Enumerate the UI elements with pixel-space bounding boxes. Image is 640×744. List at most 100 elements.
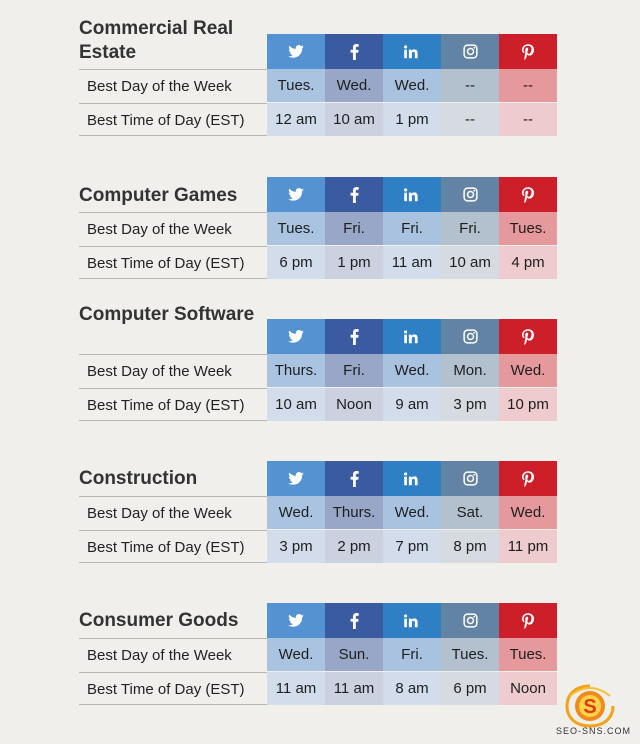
linkedin-icon — [404, 187, 418, 201]
time-cell-twitter: 6 pm — [267, 246, 325, 279]
row-label-best-time: Best Time of Day (EST) — [79, 388, 267, 421]
time-cell-instagram: 8 pm — [441, 530, 499, 563]
linkedin-icon — [404, 44, 418, 58]
time-cell-twitter: 11 am — [267, 672, 325, 705]
facebook-icon — [350, 186, 359, 203]
day-cell-twitter: Wed. — [267, 496, 325, 529]
linkedin-header — [383, 34, 441, 69]
day-cell-twitter: Tues. — [267, 69, 325, 102]
day-cell-instagram: Tues. — [441, 638, 499, 671]
row-label-best-day: Best Day of the Week — [79, 638, 267, 671]
time-cell-linkedin: 7 pm — [383, 530, 441, 563]
pinterest-header — [499, 177, 557, 212]
row-label-best-time: Best Time of Day (EST) — [79, 672, 267, 705]
svg-text:S: S — [583, 696, 596, 718]
section-title: Commercial Real Estate — [79, 18, 234, 63]
day-cell-instagram: -- — [441, 69, 499, 102]
row-label-best-time: Best Time of Day (EST) — [79, 246, 267, 279]
pinterest-header — [499, 319, 557, 354]
time-cell-linkedin: 8 am — [383, 672, 441, 705]
time-cell-twitter: 10 am — [267, 388, 325, 421]
twitter-icon — [288, 45, 304, 58]
linkedin-icon — [404, 613, 418, 627]
time-cell-instagram: 6 pm — [441, 672, 499, 705]
linkedin-icon — [404, 471, 418, 485]
linkedin-icon — [404, 329, 418, 343]
twitter-icon — [288, 614, 304, 627]
day-cell-facebook: Fri. — [325, 212, 383, 245]
pinterest-icon — [522, 612, 534, 629]
time-cell-pinterest: -- — [499, 103, 557, 136]
section-title: Computer Software — [79, 304, 255, 325]
time-cell-facebook: 11 am — [325, 672, 383, 705]
section-computer-software: Computer Software Best Day of the Week B… — [0, 304, 640, 423]
pinterest-icon — [522, 43, 534, 60]
day-cell-linkedin: Fri. — [383, 638, 441, 671]
twitter-header — [267, 603, 325, 638]
row-label-best-day: Best Day of the Week — [79, 69, 267, 102]
instagram-header — [441, 319, 499, 354]
day-cell-instagram: Fri. — [441, 212, 499, 245]
time-cell-instagram: 3 pm — [441, 388, 499, 421]
watermark-text: SEO-SNS.COM — [556, 726, 632, 736]
day-cell-pinterest: Tues. — [499, 638, 557, 671]
section-computer-games: Computer Games Best Day of the Week Best… — [0, 177, 640, 281]
day-cell-twitter: Thurs. — [267, 354, 325, 387]
linkedin-header — [383, 177, 441, 212]
facebook-icon — [350, 470, 359, 487]
pinterest-icon — [522, 186, 534, 203]
day-cell-linkedin: Wed. — [383, 354, 441, 387]
section-commercial-real-estate: Commercial Real Estate Best Day of the W… — [0, 18, 640, 138]
facebook-icon — [350, 43, 359, 60]
time-cell-facebook: Noon — [325, 388, 383, 421]
instagram-header — [441, 177, 499, 212]
linkedin-header — [383, 319, 441, 354]
twitter-icon — [288, 330, 304, 343]
facebook-header — [325, 603, 383, 638]
row-label-best-time: Best Time of Day (EST) — [79, 530, 267, 563]
linkedin-header — [383, 461, 441, 496]
time-cell-linkedin: 11 am — [383, 246, 441, 279]
instagram-header — [441, 461, 499, 496]
instagram-icon — [462, 44, 478, 59]
instagram-icon — [462, 329, 478, 344]
day-cell-linkedin: Wed. — [383, 496, 441, 529]
pinterest-icon — [522, 328, 534, 345]
instagram-icon — [462, 187, 478, 202]
instagram-header — [441, 34, 499, 69]
facebook-header — [325, 461, 383, 496]
time-cell-instagram: 10 am — [441, 246, 499, 279]
day-cell-facebook: Fri. — [325, 354, 383, 387]
facebook-icon — [350, 328, 359, 345]
time-cell-pinterest: 4 pm — [499, 246, 557, 279]
section-construction: Construction Best Day of the Week Best T… — [0, 461, 640, 565]
day-cell-twitter: Wed. — [267, 638, 325, 671]
day-cell-pinterest: Tues. — [499, 212, 557, 245]
facebook-header — [325, 319, 383, 354]
instagram-icon — [462, 471, 478, 486]
pinterest-icon — [522, 470, 534, 487]
twitter-header — [267, 177, 325, 212]
day-cell-instagram: Mon. — [441, 354, 499, 387]
row-label-best-day: Best Day of the Week — [79, 496, 267, 529]
twitter-icon — [288, 188, 304, 201]
watermark-logo: S — [565, 684, 615, 728]
twitter-icon — [288, 472, 304, 485]
facebook-header — [325, 34, 383, 69]
time-cell-twitter: 12 am — [267, 103, 325, 136]
day-cell-pinterest: Wed. — [499, 354, 557, 387]
time-cell-instagram: -- — [441, 103, 499, 136]
section-title: Computer Games — [79, 185, 238, 206]
time-cell-pinterest: Noon — [499, 672, 557, 705]
row-label-best-day: Best Day of the Week — [79, 212, 267, 245]
linkedin-header — [383, 603, 441, 638]
instagram-icon — [462, 613, 478, 628]
section-consumer-goods: Consumer Goods Best Day of the Week Best… — [0, 603, 640, 707]
pinterest-header — [499, 461, 557, 496]
day-cell-pinterest: Wed. — [499, 496, 557, 529]
day-cell-instagram: Sat. — [441, 496, 499, 529]
section-title: Construction — [79, 468, 198, 489]
time-cell-linkedin: 9 am — [383, 388, 441, 421]
time-cell-facebook: 1 pm — [325, 246, 383, 279]
day-cell-linkedin: Fri. — [383, 212, 441, 245]
